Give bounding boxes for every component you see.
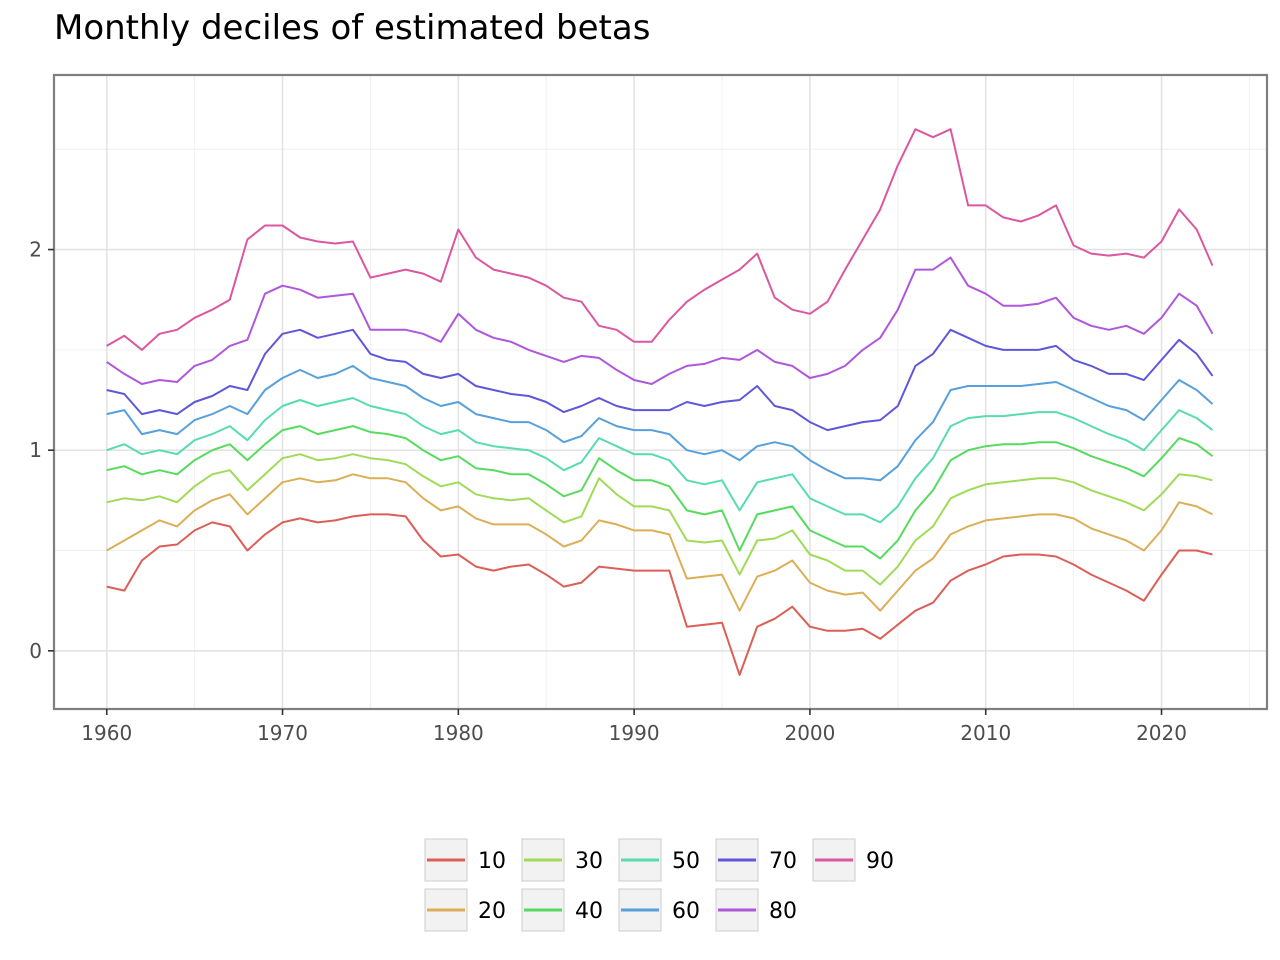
chart-title: Monthly deciles of estimated betas: [54, 8, 651, 48]
plot-border: [52, 73, 1269, 711]
legend-label: 60: [672, 899, 700, 924]
x-tick-label: 2020: [1136, 721, 1187, 745]
legend-label: 20: [478, 899, 506, 924]
legend-item-90: 90: [812, 838, 894, 882]
series-line-50: [106, 397, 1214, 524]
axis-ticks: [48, 248, 1163, 715]
x-tick-label: 1960: [81, 721, 132, 745]
legend-item-80: 80: [715, 888, 797, 932]
series-line-30: [106, 453, 1213, 586]
legend-item-70: 70: [715, 838, 797, 882]
x-tick-label: 1990: [609, 721, 660, 745]
series-line-40: [106, 425, 1214, 560]
y-tick-label: 2: [29, 238, 42, 262]
legend-item-50: 50: [618, 838, 700, 882]
legend-item-40: 40: [521, 888, 603, 932]
grid-major: [54, 75, 1267, 709]
legend-label: 10: [478, 849, 506, 874]
series-line-80: [106, 256, 1214, 385]
y-tick-label: 1: [29, 438, 42, 462]
legend-label: 40: [575, 899, 603, 924]
x-tick-label: 2000: [784, 721, 835, 745]
legend-label: 70: [769, 849, 797, 874]
series-line-20: [106, 473, 1213, 612]
legend-label: 30: [575, 849, 603, 874]
x-tick-label: 1980: [433, 721, 484, 745]
legend-item-60: 60: [618, 888, 700, 932]
legend-item-30: 30: [521, 838, 603, 882]
plot-background: [54, 75, 1267, 709]
grid-minor: [54, 75, 1267, 709]
legend-label: 90: [866, 849, 894, 874]
series-line-60: [106, 364, 1214, 482]
legend-item-20: 20: [424, 888, 506, 932]
x-tick-label: 2010: [960, 721, 1011, 745]
series-line-70: [106, 328, 1214, 432]
x-tick-label: 1970: [257, 721, 308, 745]
y-tick-label: 0: [29, 639, 42, 663]
legend-item-10: 10: [424, 838, 506, 882]
y-tick-labels: 0 1 2: [29, 238, 42, 663]
series-line-10: [106, 513, 1213, 676]
series-lines: [106, 128, 1214, 676]
legend: 10 20 30 40 50 60 70 80 90: [424, 838, 894, 932]
series-line-90: [106, 128, 1214, 351]
x-tick-labels: 1960 1970 1980 1990 2000 2010 2020: [81, 721, 1187, 745]
legend-label: 50: [672, 849, 700, 874]
legend-label: 80: [769, 899, 797, 924]
